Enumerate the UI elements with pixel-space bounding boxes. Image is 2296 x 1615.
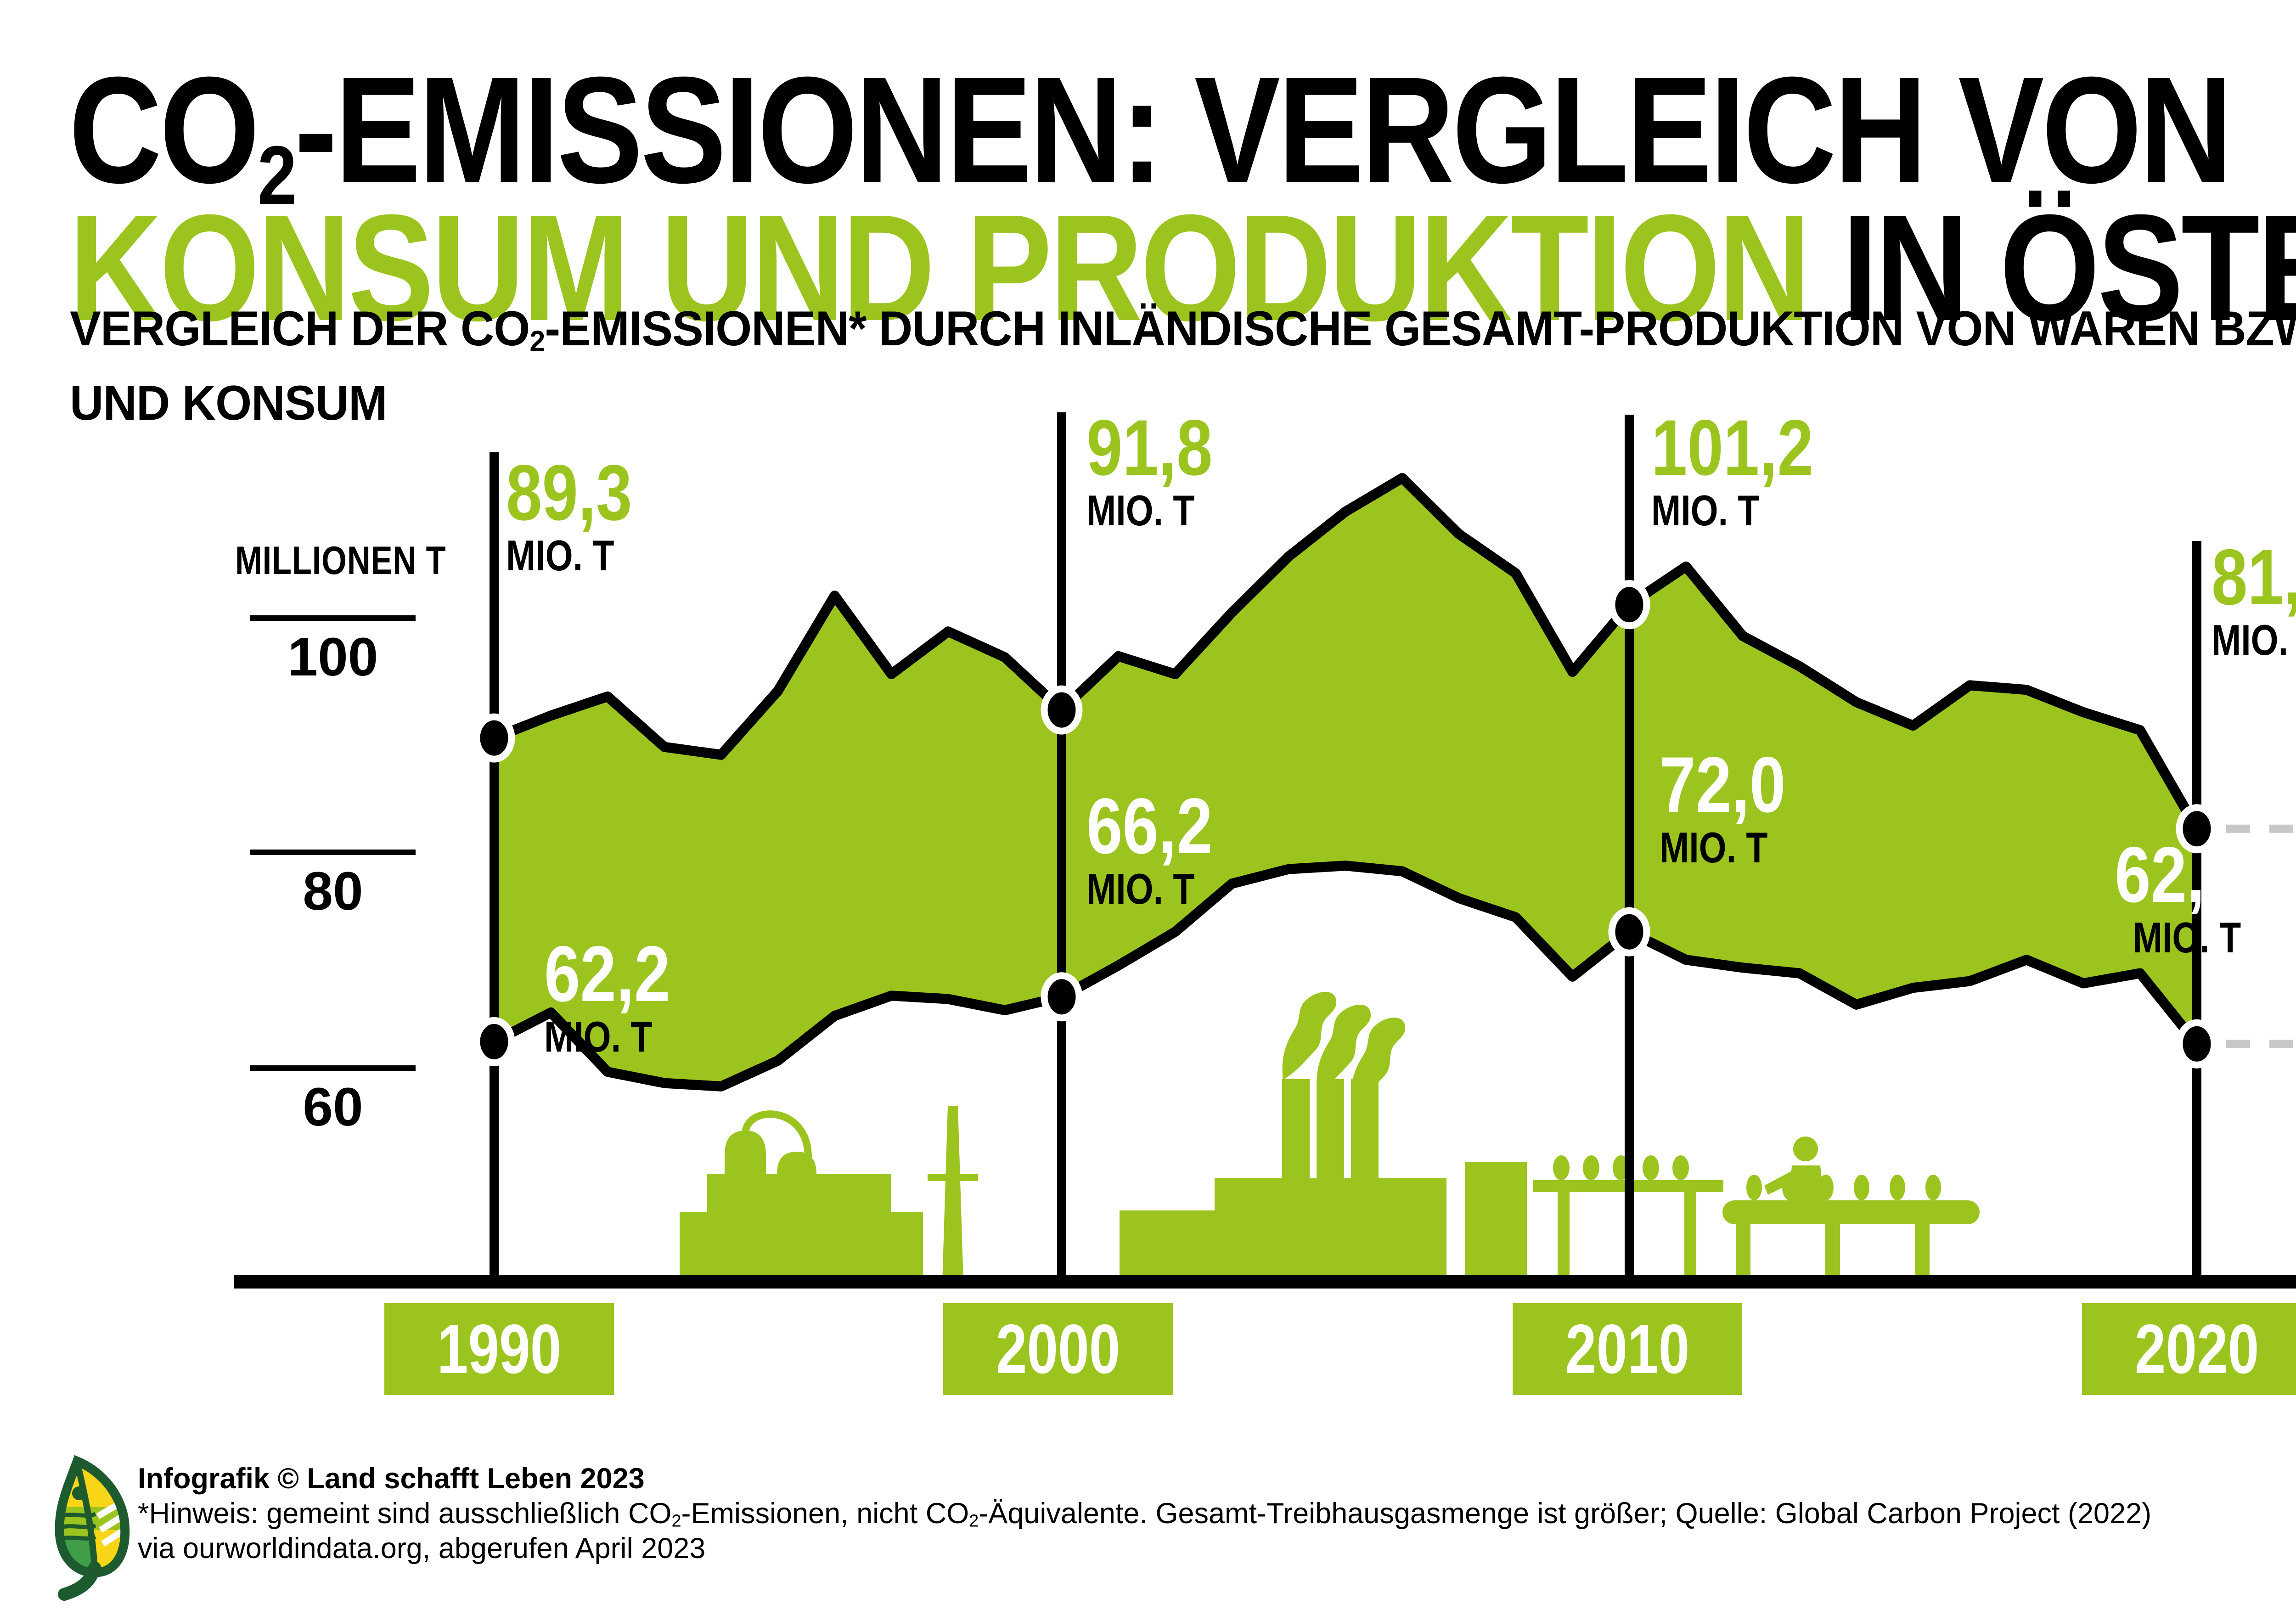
smoke-icon (1282, 991, 1337, 1080)
produktion-line (489, 861, 2202, 1092)
data-dot-produktions-2000 (1041, 972, 1083, 1022)
factory-illustration (680, 991, 1980, 1283)
x-tick-2020: 2020 (2082, 1303, 2296, 1395)
title-rest: -EMISSIONEN: VERGLEICH VON (294, 45, 2233, 214)
subtitle: VERGLEICH DER CO2-EMISSIONEN* DURCH INLÄ… (70, 301, 2296, 430)
page-title-line1: CO2-EMISSIONEN: VERGLEICH VON (69, 54, 2296, 218)
y-tick-label-80: 80 (303, 861, 363, 922)
data-dot-produktions-2010 (1608, 907, 1650, 957)
callout-konsum-2010: 101,2 MIO. T (1651, 404, 1813, 535)
data-dot-produktions-1990 (473, 1017, 515, 1066)
x-tick-1990: 1990 (384, 1303, 614, 1395)
data-point-dots (473, 580, 2218, 1069)
title-co: CO (69, 45, 260, 214)
data-dot-konsum-2020 (2176, 804, 2218, 854)
data-dot-konsum-1990 (473, 713, 515, 763)
title-subscript-2: 2 (257, 129, 297, 222)
data-dot-konsum-2010 (1608, 580, 1650, 630)
callout-produktion-2020: 62,0 MIO. T (2115, 831, 2241, 962)
mast-silhouette (942, 1106, 963, 1283)
legend-arrows (2226, 824, 2296, 1048)
x-tick-2000: 2000 (943, 1303, 1173, 1395)
factory-building-silhouette (1120, 991, 1527, 1283)
konsum-line (489, 473, 2202, 834)
chart-area (494, 478, 2197, 1086)
data-dot-konsum-2000 (1041, 685, 1083, 735)
callout-produktion-2000: 66,2 MIO. T (1086, 782, 1213, 913)
title-black-part: IN ÖSTERREICH (1842, 183, 2296, 352)
callout-konsum-1990: 89,3 MIO. T (506, 449, 632, 580)
callout-konsum-2020: 81,2 MIO. T (2212, 533, 2296, 664)
data-dot-produktions-2020 (2176, 1019, 2218, 1069)
source-note-line1: *Hinweis: gemeint sind ausschließlich CO… (138, 1497, 2152, 1531)
conveyor-silhouette (1533, 1137, 1980, 1283)
page-title-line2: KONSUM UND PRODUKTION IN ÖSTERREICH (69, 192, 2296, 343)
callout-produktion-2010: 72,0 MIO. T (1660, 741, 1786, 872)
year-marker-lines (490, 412, 2201, 1285)
leaf-logo (55, 1455, 130, 1601)
credit-line: Infografik © Land schafft Leben 2023 (138, 1463, 645, 1495)
title-green-part: KONSUM UND PRODUKTION (69, 183, 1811, 352)
x-tick-2010: 2010 (1513, 1303, 1742, 1395)
y-tick-label-60: 60 (303, 1077, 363, 1137)
y-tick-label-100: 100 (287, 627, 378, 687)
x-axis (234, 1275, 2296, 1289)
callout-produktion-1990: 62,2 MIO. T (544, 930, 670, 1061)
y-axis-unit-label: MILLIONEN T (235, 539, 446, 583)
refinery-silhouette (680, 1106, 978, 1283)
y-tick-bars (250, 615, 416, 1071)
source-note-line2: via ourworldindata.org, abgerufen April … (138, 1532, 706, 1564)
callout-konsum-2000: 91,8 MIO. T (1086, 404, 1213, 535)
